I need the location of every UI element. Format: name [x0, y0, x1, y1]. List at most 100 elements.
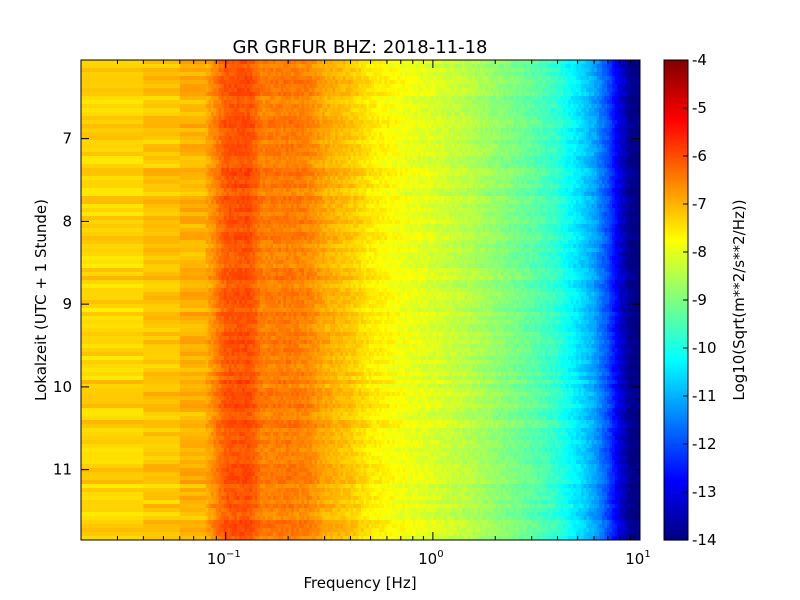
heatmap-cell: [373, 68, 378, 73]
heatmap-cell: [630, 80, 634, 85]
heatmap-cell: [270, 68, 274, 73]
heatmap-cell: [415, 100, 419, 105]
heatmap-cell: [283, 64, 287, 69]
heatmap-cell: [267, 104, 272, 109]
heatmap-cell: [208, 108, 212, 113]
heatmap-cell: [366, 108, 370, 113]
heatmap-cell: [596, 112, 600, 117]
heatmap-cell: [244, 120, 248, 125]
heatmap-cell: [407, 104, 411, 109]
heatmap-cell: [402, 76, 406, 81]
heatmap-cell: [627, 104, 631, 109]
heatmap-cell: [526, 112, 530, 117]
heatmap-cell: [273, 108, 277, 113]
heatmap-cell: [265, 112, 269, 117]
heatmap-cell: [537, 60, 541, 65]
heatmap-cell: [397, 96, 401, 101]
heatmap-cell: [542, 76, 546, 81]
heatmap-cell: [327, 60, 331, 65]
heatmap-cell: [231, 64, 235, 69]
heatmap-cell: [366, 80, 370, 85]
heatmap-cell: [459, 100, 463, 105]
heatmap-cell: [329, 112, 334, 117]
heatmap-cell: [205, 64, 209, 69]
heatmap-cell: [547, 96, 551, 101]
heatmap-cell: [568, 100, 572, 105]
heatmap-cell: [278, 116, 282, 121]
heatmap-cell: [542, 120, 546, 125]
heatmap-cell: [376, 116, 380, 121]
heatmap-cell: [524, 116, 528, 121]
heatmap-cell: [586, 60, 590, 65]
heatmap-cell: [625, 68, 629, 73]
heatmap-cell: [373, 108, 378, 113]
heatmap-cell: [298, 100, 303, 105]
heatmap-cell: [622, 88, 626, 93]
heatmap-cell: [342, 72, 347, 77]
heatmap-cell: [518, 116, 523, 121]
heatmap-cell: [358, 64, 362, 69]
heatmap-cell: [296, 76, 300, 81]
heatmap-cell: [462, 68, 466, 73]
heatmap-cell: [617, 120, 621, 125]
heatmap-cell: [609, 120, 613, 125]
heatmap-cell: [309, 60, 313, 65]
heatmap-cell: [565, 92, 569, 97]
heatmap-cell: [638, 92, 640, 97]
heatmap-cell: [239, 60, 243, 65]
heatmap-cell: [531, 68, 536, 73]
heatmap-cell: [239, 104, 243, 109]
heatmap-cell: [568, 92, 572, 97]
heatmap-cell: [417, 120, 422, 125]
heatmap-cell: [462, 112, 466, 117]
heatmap-cell: [547, 116, 551, 121]
heatmap-cell: [441, 76, 445, 81]
heatmap-cell: [586, 96, 590, 101]
heatmap-cell: [474, 120, 479, 125]
heatmap-cell: [415, 60, 419, 65]
heatmap-cell: [252, 100, 256, 105]
heatmap-cell: [249, 104, 253, 109]
heatmap-cell: [635, 104, 639, 109]
heatmap-cell: [293, 80, 297, 85]
heatmap-cell: [273, 68, 277, 73]
heatmap-cell: [296, 60, 300, 65]
heatmap-cell: [247, 60, 251, 65]
heatmap-cell: [539, 80, 543, 85]
heatmap-cell: [609, 104, 613, 109]
heatmap-cell: [340, 64, 344, 69]
heatmap-cell: [205, 80, 209, 85]
heatmap-cell: [622, 72, 626, 77]
heatmap-cell: [570, 76, 574, 81]
heatmap-cell: [632, 120, 637, 125]
heatmap-cell: [381, 60, 385, 65]
heatmap-cell: [552, 108, 556, 113]
heatmap-cell: [513, 92, 517, 97]
heatmap-cell: [430, 68, 435, 73]
heatmap-cell: [524, 104, 528, 109]
heatmap-cell: [568, 120, 572, 125]
heatmap-cell: [260, 116, 264, 121]
heatmap-cell: [573, 68, 577, 73]
heatmap-cell: [210, 60, 215, 65]
heatmap-cell: [348, 64, 352, 69]
heatmap-cell: [241, 68, 246, 73]
heatmap-cell: [482, 68, 486, 73]
heatmap-cell: [529, 100, 533, 105]
heatmap-cell: [371, 60, 375, 65]
heatmap-cell: [179, 60, 207, 65]
heatmap-cell: [524, 72, 528, 77]
heatmap-cell: [285, 68, 290, 73]
heatmap-cell: [314, 108, 318, 113]
heatmap-cell: [306, 72, 310, 77]
heatmap-cell: [451, 76, 455, 81]
heatmap-cell: [254, 68, 259, 73]
heatmap-cell: [216, 92, 220, 97]
heatmap-cell: [363, 96, 367, 101]
heatmap-cell: [550, 64, 554, 69]
heatmap-cell: [454, 100, 458, 105]
heatmap-cell: [596, 100, 600, 105]
heatmap-cell: [606, 100, 611, 105]
heatmap-cell: [606, 72, 611, 77]
heatmap-cell: [557, 72, 561, 77]
